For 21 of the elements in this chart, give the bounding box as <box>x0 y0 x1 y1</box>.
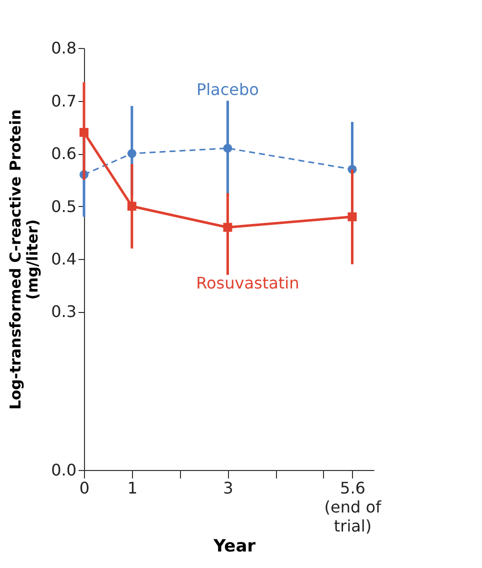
y-axis-title: Log-transformed C-reactive Protein (mg/liter) <box>6 109 42 410</box>
y-tick-label: 0.6 <box>51 144 76 164</box>
point <box>127 202 136 211</box>
y-tick-label: 0.7 <box>51 91 76 110</box>
text: Placebo <box>196 80 259 100</box>
text: Rosuvastatin <box>196 273 300 292</box>
x-tick-label: 3 <box>223 478 234 498</box>
point <box>223 144 232 153</box>
x-tick-label: 5.6 (end of trial) <box>324 478 382 536</box>
x-tick-label: 0 <box>79 478 90 498</box>
point <box>127 149 136 158</box>
point <box>80 128 88 137</box>
y-tick-label: 0.0 <box>51 460 76 480</box>
x-tick-label: 1 <box>127 478 138 498</box>
y-tick-label: 0.8 <box>51 38 76 58</box>
point <box>223 222 232 232</box>
x-axis-title: Year <box>212 536 256 556</box>
y-tick-label: 0.4 <box>51 250 76 268</box>
y-tick-label: 0.3 <box>51 302 76 322</box>
point <box>348 212 357 222</box>
y-tick-label: 0.5 <box>51 196 76 216</box>
